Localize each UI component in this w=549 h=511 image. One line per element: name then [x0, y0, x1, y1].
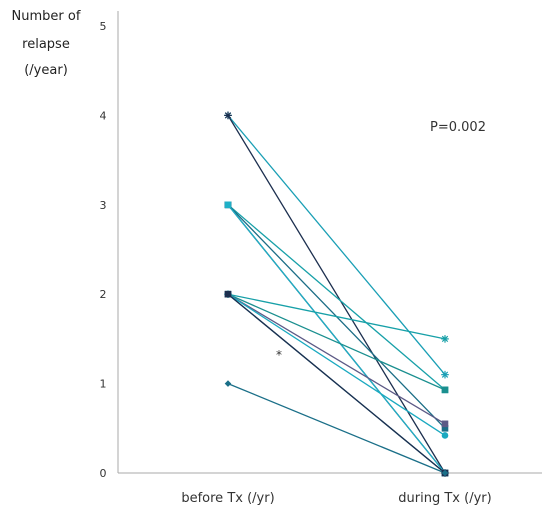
- series-8-point-1: [441, 420, 449, 428]
- series-line-9: [227, 293, 446, 436]
- series-line-11: [227, 293, 446, 474]
- series-6-point-1: [441, 335, 449, 343]
- series-line-6: [227, 293, 446, 340]
- y-axis-label-line-1: Number of: [11, 9, 81, 24]
- series-11-point-0: [224, 290, 232, 298]
- p-value-annotation: P=0.002: [430, 120, 486, 135]
- star-arm: [224, 112, 232, 119]
- series-line-1: [227, 115, 446, 474]
- series-7-point-1: [441, 386, 449, 394]
- series-12-point-1: [441, 469, 449, 477]
- y-tick-label-5: 5: [100, 20, 107, 33]
- series-5-point-0: [224, 201, 232, 209]
- y-tick-label-3: 3: [100, 199, 107, 212]
- series-line-12: [227, 382, 446, 474]
- series-line-8: [227, 293, 446, 425]
- series-3-point-1: [441, 425, 449, 432]
- y-axis-label-line-2: relapse: [22, 37, 70, 52]
- star-arm: [441, 371, 449, 378]
- series-line-7: [227, 293, 446, 391]
- y-tick-label-0: 0: [100, 467, 107, 480]
- significance-asterisk: *: [276, 348, 282, 362]
- series-line-5: [227, 204, 446, 474]
- series-line-2: [227, 204, 446, 391]
- x-tick-label-0: before Tx (/yr): [181, 491, 274, 506]
- star-arm: [441, 335, 449, 343]
- series-0-point-1: [441, 370, 449, 379]
- series-9-point-1: [441, 432, 449, 439]
- y-tick-label-1: 1: [100, 378, 107, 391]
- series-12-point-0: [224, 380, 232, 387]
- y-tick-label-2: 2: [100, 288, 107, 301]
- series-1-point-0: [224, 111, 232, 120]
- x-tick-label-1: during Tx (/yr): [398, 491, 491, 506]
- y-tick-label-4: 4: [100, 109, 107, 122]
- y-axis-label-line-3: (/year): [24, 63, 68, 78]
